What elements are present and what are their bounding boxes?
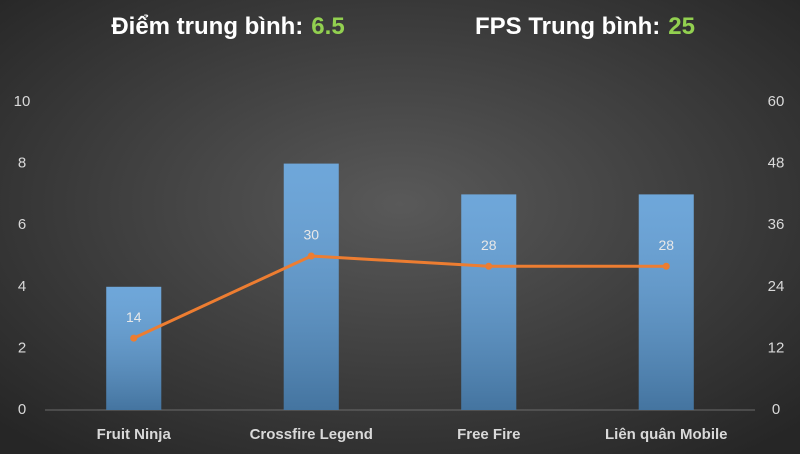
chart-title: FPS Trung bình: 25	[475, 13, 695, 40]
data-label: 28	[481, 237, 497, 253]
data-label: 28	[658, 237, 674, 253]
y-tick-label: 2	[18, 339, 26, 356]
y-tick-label: 0	[18, 401, 26, 418]
bar-shade	[106, 286, 162, 410]
bar-shade	[283, 163, 339, 410]
y2-tick-label: 36	[768, 216, 785, 233]
y2-tick-label: 24	[768, 278, 785, 295]
y2-tick-label: 48	[768, 155, 785, 172]
x-tick-label: Crossfire Legend	[250, 426, 373, 443]
title-value: 25	[668, 13, 695, 40]
title-label: Điểm trung bình:	[111, 13, 303, 40]
chart-title: Điểm trung bình: 6.5	[111, 13, 344, 40]
y2-tick-label: 0	[772, 401, 780, 418]
title-value: 6.5	[311, 13, 344, 40]
x-tick-label: Fruit Ninja	[97, 426, 172, 443]
data-label: 30	[303, 227, 319, 243]
y-tick-label: 6	[18, 216, 26, 233]
x-tick-label: Liên quân Mobile	[605, 426, 728, 443]
data-label: 14	[126, 309, 142, 325]
y-tick-label: 4	[18, 278, 26, 295]
bar-shade	[461, 194, 517, 410]
line-marker	[130, 334, 138, 342]
x-tick-label: Free Fire	[457, 426, 520, 443]
line-marker	[662, 262, 670, 270]
y-tick-label: 10	[14, 93, 31, 110]
title-label: FPS Trung bình:	[475, 13, 660, 40]
y2-tick-label: 12	[768, 339, 785, 356]
y2-tick-label: 60	[768, 93, 785, 110]
line	[133, 254, 667, 340]
y-tick-label: 8	[18, 155, 26, 172]
bar-shade	[638, 194, 694, 410]
line-marker	[307, 252, 315, 260]
line-marker	[485, 262, 493, 270]
